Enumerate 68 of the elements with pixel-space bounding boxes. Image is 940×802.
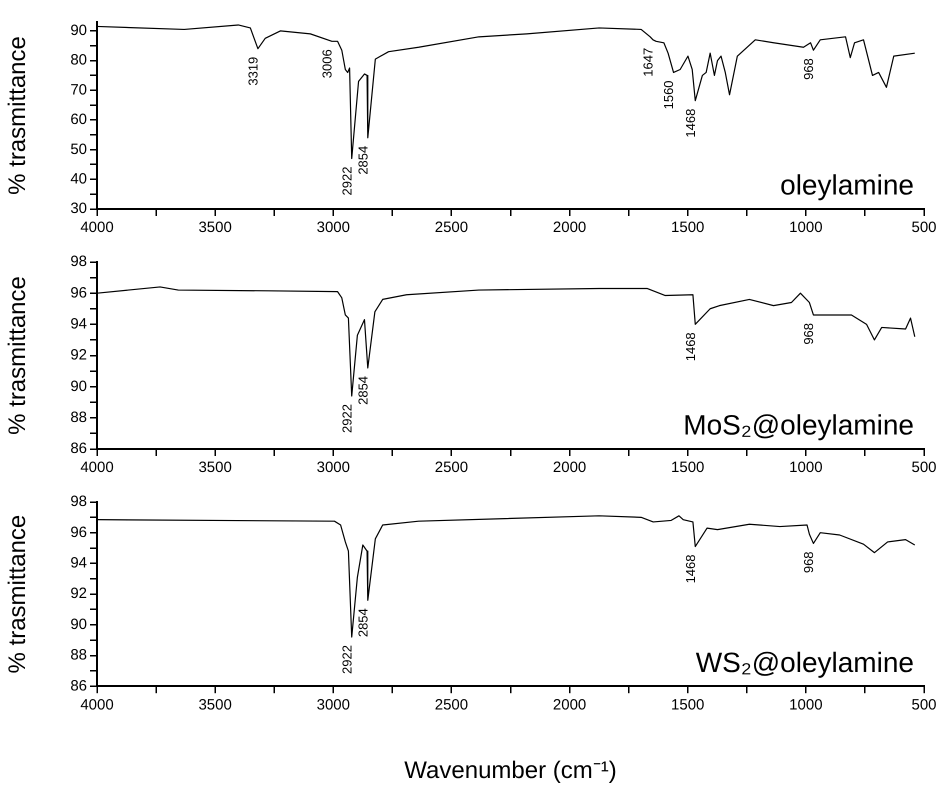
y-tick-label: 98 bbox=[70, 493, 87, 510]
x-tick-label: 1000 bbox=[789, 696, 823, 714]
annotation: 1647 bbox=[640, 48, 656, 77]
x-tick-label: 1000 bbox=[789, 219, 823, 236]
y-tick-label: 96 bbox=[70, 524, 87, 541]
y-tick-label: 50 bbox=[70, 140, 87, 158]
x-tick-label: 3000 bbox=[316, 459, 350, 476]
annotation: 968 bbox=[800, 58, 816, 80]
y-tick-label: 86 bbox=[70, 677, 87, 694]
y-tick-label: 30 bbox=[70, 200, 87, 218]
x-tick-label: 3500 bbox=[198, 219, 232, 236]
x-tick-label: 4000 bbox=[80, 459, 114, 476]
x-tick-label: 4000 bbox=[80, 696, 114, 714]
y-tick-label: 88 bbox=[70, 408, 87, 426]
x-tick-label: 500 bbox=[911, 219, 937, 236]
annotation: 968 bbox=[800, 322, 816, 345]
y-axis-title: % trasmittance bbox=[4, 36, 32, 195]
y-tick-label: 90 bbox=[70, 22, 87, 40]
y-tick-label: 92 bbox=[70, 585, 87, 602]
x-tick-label: 2000 bbox=[552, 696, 586, 714]
x-tick-label: 1500 bbox=[671, 696, 704, 714]
text: oleylamine bbox=[780, 170, 914, 201]
x-tick-label: 4000 bbox=[80, 219, 114, 236]
x-tick-label: 1000 bbox=[789, 459, 823, 476]
y-tick-label: 70 bbox=[70, 81, 87, 98]
annotation: 2854 bbox=[355, 146, 370, 175]
annotation: 2922 bbox=[339, 645, 354, 674]
x-tick-label: 2500 bbox=[434, 219, 468, 236]
annotation: 2854 bbox=[355, 376, 370, 405]
y-tick-label: 92 bbox=[70, 346, 87, 364]
annotation: 2854 bbox=[355, 608, 370, 638]
y-tick-label: 80 bbox=[70, 52, 87, 69]
y-tick-label: 86 bbox=[70, 440, 87, 458]
text: MoS₂@oleylamine bbox=[683, 410, 914, 441]
y-tick-label: 90 bbox=[70, 378, 87, 395]
y-axis-title: % trasmittance bbox=[4, 514, 32, 674]
x-tick-label: 3500 bbox=[198, 696, 232, 714]
annotation: 3319 bbox=[245, 56, 260, 86]
annotation: 1468 bbox=[682, 332, 698, 362]
x-tick-label: 3500 bbox=[198, 459, 232, 476]
y-tick-label: 60 bbox=[70, 111, 87, 128]
y-tick-label: 96 bbox=[70, 284, 87, 302]
y-tick-label: 90 bbox=[70, 616, 87, 633]
annotation: 2922 bbox=[339, 404, 354, 433]
y-tick-label: 94 bbox=[70, 315, 87, 332]
x-tick-label: 2500 bbox=[434, 459, 468, 476]
x-tick-label: 3000 bbox=[316, 219, 350, 236]
x-tick-label: 500 bbox=[911, 459, 937, 476]
x-tick-label: 3000 bbox=[316, 696, 350, 714]
x-tick-label: 2000 bbox=[552, 219, 586, 236]
annotation: 1468 bbox=[682, 554, 698, 584]
y-tick-label: 94 bbox=[70, 554, 87, 572]
x-tick-label: 1500 bbox=[671, 459, 704, 476]
annotation: 968 bbox=[800, 551, 816, 574]
x-tick-label: 2500 bbox=[434, 696, 468, 714]
y-tick-label: 98 bbox=[70, 253, 87, 270]
y-tick-label: 40 bbox=[70, 170, 87, 188]
x-tick-label: 2000 bbox=[552, 459, 586, 476]
annotation: 1468 bbox=[682, 108, 698, 138]
y-tick-label: 88 bbox=[70, 646, 87, 664]
annotation: 2922 bbox=[339, 166, 354, 196]
y-axis-title: % trasmittance bbox=[4, 276, 32, 435]
annotation: 3006 bbox=[319, 49, 334, 78]
x-axis-title: Wavenumber (cm⁻¹) bbox=[404, 757, 617, 784]
annotation: 1560 bbox=[661, 80, 676, 110]
x-tick-label: 500 bbox=[911, 696, 937, 714]
x-tick-label: 1500 bbox=[671, 219, 704, 236]
text: WS₂@oleylamine bbox=[696, 646, 914, 678]
